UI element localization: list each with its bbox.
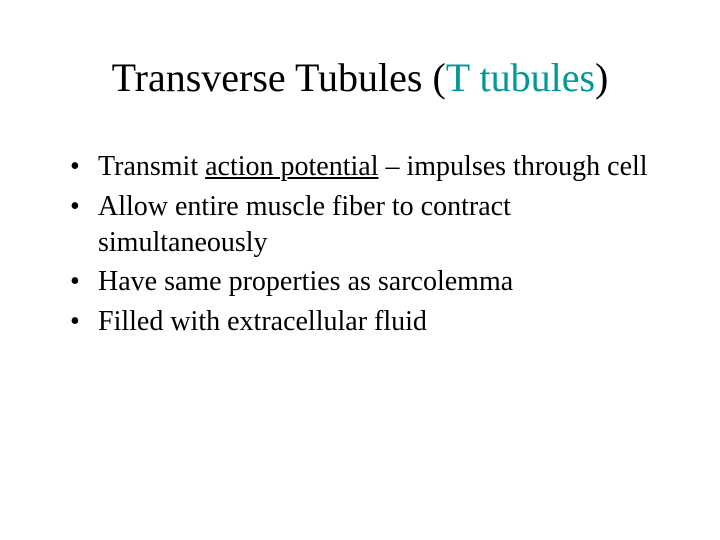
slide: Transverse Tubules (T tubules) Transmit … xyxy=(0,0,720,540)
title-paren-close: ) xyxy=(595,55,608,100)
bullet-item: Have same properties as sarcolemma xyxy=(70,264,670,300)
bullet-item: Transmit action potential – impulses thr… xyxy=(70,149,670,185)
bullet-list: Transmit action potential – impulses thr… xyxy=(70,149,670,340)
bullet-text-pre: Filled with extracellular fluid xyxy=(98,306,427,337)
bullet-text-pre: Allow entire muscle fiber to contract si… xyxy=(98,191,511,258)
slide-title: Transverse Tubules (T tubules) xyxy=(50,55,670,101)
title-prefix: Transverse Tubules xyxy=(112,55,433,100)
bullet-text-pre: Have same properties as sarcolemma xyxy=(98,266,513,297)
title-accent: T tubules xyxy=(446,55,595,100)
bullet-text-underline: action potential xyxy=(205,151,378,182)
bullet-text-pre: Transmit xyxy=(98,151,205,182)
title-paren-open: ( xyxy=(432,55,445,100)
bullet-text-post: – impulses through cell xyxy=(379,151,648,182)
bullet-item: Filled with extracellular fluid xyxy=(70,304,670,340)
bullet-item: Allow entire muscle fiber to contract si… xyxy=(70,189,670,261)
